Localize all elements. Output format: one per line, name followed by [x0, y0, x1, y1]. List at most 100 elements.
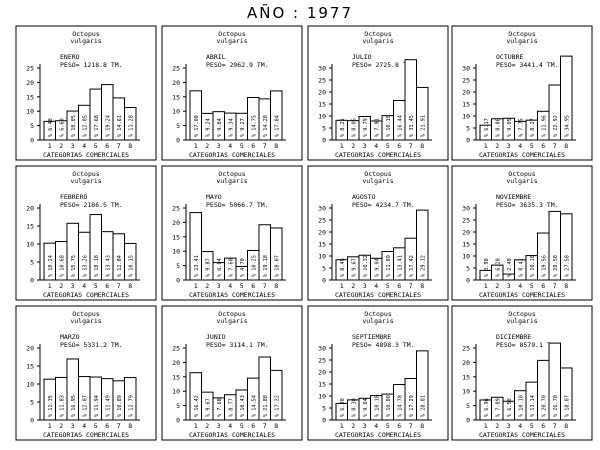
y-tick-label: 10 — [26, 108, 34, 116]
panel-frame — [307, 165, 449, 301]
month-label: FEBRERO — [60, 193, 87, 201]
bar-value-label: % 10.43 — [240, 395, 246, 417]
x-tick-label: 2 — [495, 422, 499, 430]
y-tick-label: 30 — [318, 345, 326, 353]
y-tick-label: 15 — [26, 363, 34, 371]
bar-value-label: % 19.24 — [105, 115, 111, 137]
x-tick-label: 6 — [105, 422, 109, 430]
y-tick-label: 10 — [172, 388, 180, 396]
x-tick-label: 5 — [94, 422, 98, 430]
y-tick-label: 5 — [466, 265, 470, 273]
bar-value-label: % 9.34 — [228, 118, 234, 137]
bar — [416, 86, 429, 141]
y-tick-label: 20 — [172, 359, 180, 367]
species-epithet: vulgaris — [216, 177, 247, 185]
x-tick-label: 4 — [82, 282, 86, 290]
x-tick-label: 3 — [363, 142, 367, 150]
x-tick-label: 3 — [363, 422, 367, 430]
y-tick-label: 25 — [462, 77, 470, 85]
x-tick-label: 7 — [117, 282, 121, 290]
x-tick-label: 4 — [374, 422, 378, 430]
bar-value-label: % 10.32 — [363, 255, 369, 277]
bar-value-label: % 14.78 — [397, 395, 403, 417]
month-label: MAYO — [206, 193, 222, 201]
bar-value-label: % 8.38 — [351, 398, 357, 417]
bar-value-label: % 12.84 — [117, 255, 123, 277]
bar-value-label: % 28.58 — [553, 255, 559, 277]
y-tick-label: 25 — [318, 357, 326, 365]
x-tick-label: 2 — [205, 422, 209, 430]
bar-value-label: % 26.70 — [553, 395, 559, 417]
month-label: ENERO — [60, 53, 80, 61]
x-tick-label: 2 — [495, 142, 499, 150]
bar-value-label: % 9.67 — [205, 398, 211, 417]
bar-value-label: % 4.70 — [240, 258, 246, 277]
species-name: Octopus — [508, 170, 535, 178]
y-tick-label: 25 — [26, 65, 34, 73]
bar-value-label: % 20.70 — [541, 395, 547, 417]
x-tick-label: 8 — [274, 282, 278, 290]
bar-value-label: % 13.26 — [82, 255, 88, 277]
x-axis-label: CATEGORIAS COMERCIALES — [335, 431, 421, 439]
x-axis-label: CATEGORIAS COMERCIALES — [335, 291, 421, 299]
x-tick-label: 8 — [274, 422, 278, 430]
species-name: Octopus — [218, 310, 245, 318]
x-tick-label: 4 — [374, 282, 378, 290]
x-tick-label: 1 — [484, 142, 488, 150]
month-label: ABRIL — [206, 53, 226, 61]
bar — [560, 213, 573, 281]
x-axis-label: CATEGORIAS COMERCIALES — [189, 151, 275, 159]
x-tick-label: 1 — [48, 282, 52, 290]
weight-label: PESO= 2962.9 TM. — [206, 61, 269, 69]
bar — [416, 209, 429, 281]
weight-label: PESO= 2186.5 TM. — [60, 201, 123, 209]
bar-value-label: % 16.42 — [194, 395, 200, 417]
bar-value-label: % 11.79 — [128, 395, 134, 417]
x-tick-label: 4 — [518, 142, 522, 150]
y-tick-label: 25 — [318, 217, 326, 225]
x-axis-label: CATEGORIAS COMERCIALES — [479, 151, 565, 159]
species-epithet: vulgaris — [362, 177, 393, 185]
y-tick-label: 30 — [462, 205, 470, 213]
bar-value-label: % 14.75 — [251, 115, 257, 137]
bar-value-label: % 10.15 — [386, 115, 392, 137]
y-tick-label: 5 — [30, 122, 34, 130]
bar-value-label: % 10.68 — [59, 255, 65, 277]
bar-value-label: % 12.05 — [82, 115, 88, 137]
species-name: Octopus — [72, 170, 99, 178]
x-tick-label: 4 — [518, 282, 522, 290]
y-tick-label: 10 — [462, 253, 470, 261]
x-tick-label: 3 — [71, 282, 75, 290]
month-label: JUNIO — [206, 333, 226, 341]
y-tick-label: 15 — [172, 93, 180, 101]
y-tick-label: 20 — [172, 79, 180, 87]
y-tick-label: 20 — [318, 89, 326, 97]
y-tick-label: 20 — [462, 229, 470, 237]
y-tick-label: 15 — [318, 241, 326, 249]
weight-label: PESO= 8579.1 TM. — [496, 341, 559, 349]
y-tick-label: 0 — [322, 137, 326, 145]
month-label: NOVIEMBRE — [496, 193, 531, 201]
x-tick-label: 1 — [340, 422, 344, 430]
x-tick-label: 8 — [420, 282, 424, 290]
bar-value-label: % 7.68 — [217, 398, 223, 417]
species-name: Octopus — [364, 170, 391, 178]
x-tick-label: 6 — [251, 282, 255, 290]
x-tick-label: 5 — [386, 282, 390, 290]
bar-value-label: % 9.79 — [363, 118, 369, 137]
bar-value-label: % 10.24 — [48, 255, 54, 277]
bar-value-label: % 18.18 — [94, 255, 100, 277]
y-tick-label: 15 — [462, 373, 470, 381]
panel-frame — [451, 25, 593, 161]
x-tick-label: 1 — [484, 422, 488, 430]
panel-frame — [15, 305, 157, 441]
x-tick-label: 6 — [397, 422, 401, 430]
bar-value-label: % 6.69 — [59, 118, 65, 137]
x-tick-label: 8 — [564, 282, 568, 290]
